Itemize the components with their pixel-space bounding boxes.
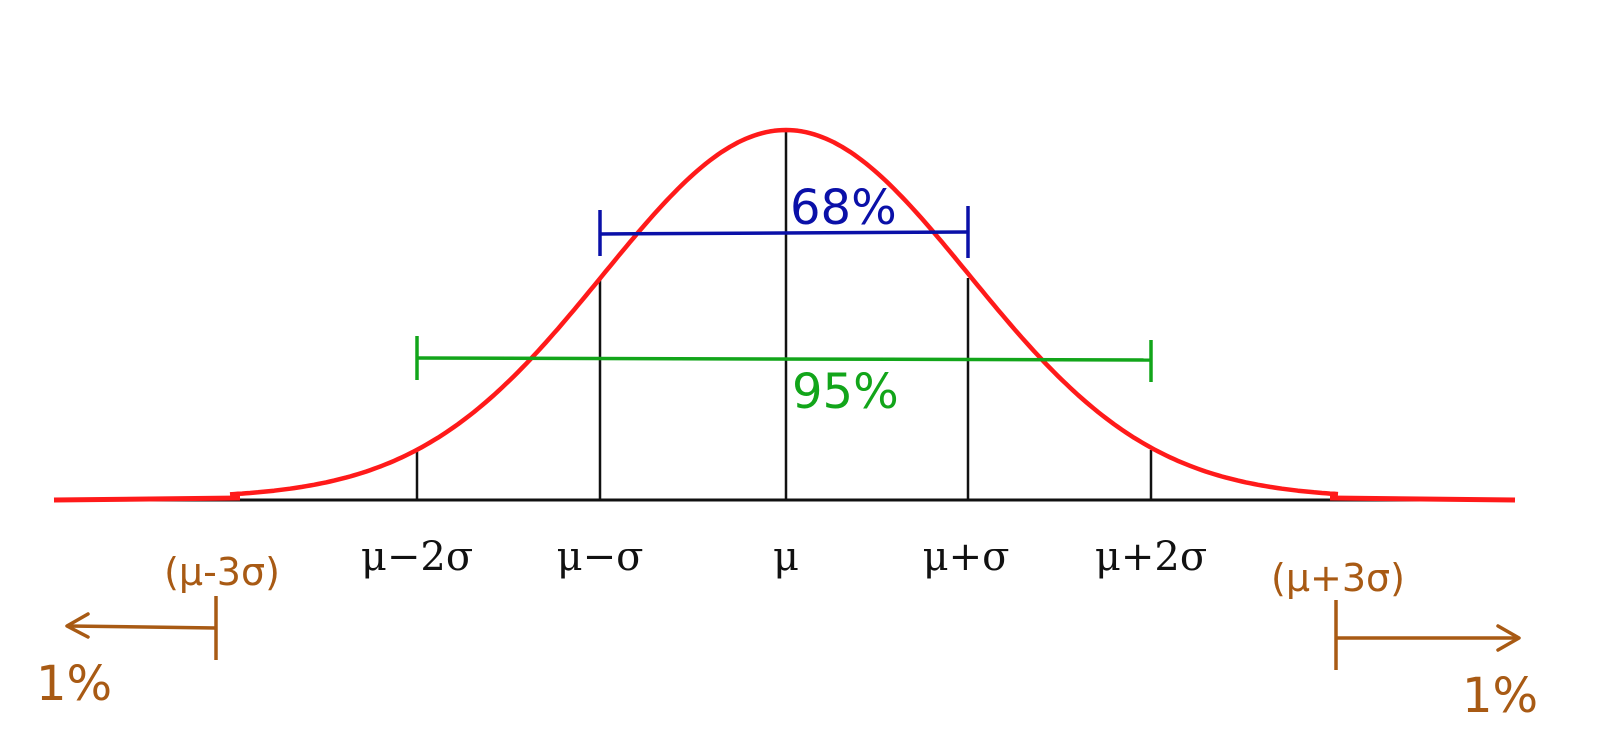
- right-arrow-icon: [1496, 624, 1521, 652]
- tick-label-mu: μ: [773, 534, 799, 580]
- right-flat-tail: [1329, 495, 1516, 503]
- left-arrow-icon: [65, 612, 90, 639]
- two-sigma-bar: [416, 356, 1152, 362]
- left-tail-bound-label: (μ-3σ): [164, 550, 280, 594]
- tick-label-mu-plus-sigma: μ+σ: [923, 534, 1010, 580]
- one-sigma-bar: [599, 230, 969, 236]
- one-sigma-interval: [598, 206, 970, 258]
- tick-label-mu-minus-2sigma: μ−2σ: [361, 534, 473, 580]
- tick-label-mu-plus-2sigma: μ+2σ: [1095, 534, 1207, 580]
- left-flat-tail: [53, 495, 241, 503]
- left-tail-marker: (μ-3σ) 1%: [36, 550, 280, 712]
- right-tail-percent-label: 1%: [1462, 668, 1538, 724]
- right-tail-bound-label: (μ+3σ): [1271, 556, 1405, 600]
- right-tail-marker: (μ+3σ) 1%: [1271, 556, 1538, 724]
- two-sigma-interval: [415, 336, 1153, 382]
- bell-curve: [229, 127, 1339, 497]
- left-tail-percent-label: 1%: [36, 656, 112, 712]
- two-sigma-percent-label: 95%: [792, 364, 899, 420]
- left-tail-arrow-shaft: [67, 624, 217, 630]
- tick-label-mu-minus-sigma: μ−σ: [557, 534, 644, 580]
- one-sigma-percent-label: 68%: [790, 180, 897, 236]
